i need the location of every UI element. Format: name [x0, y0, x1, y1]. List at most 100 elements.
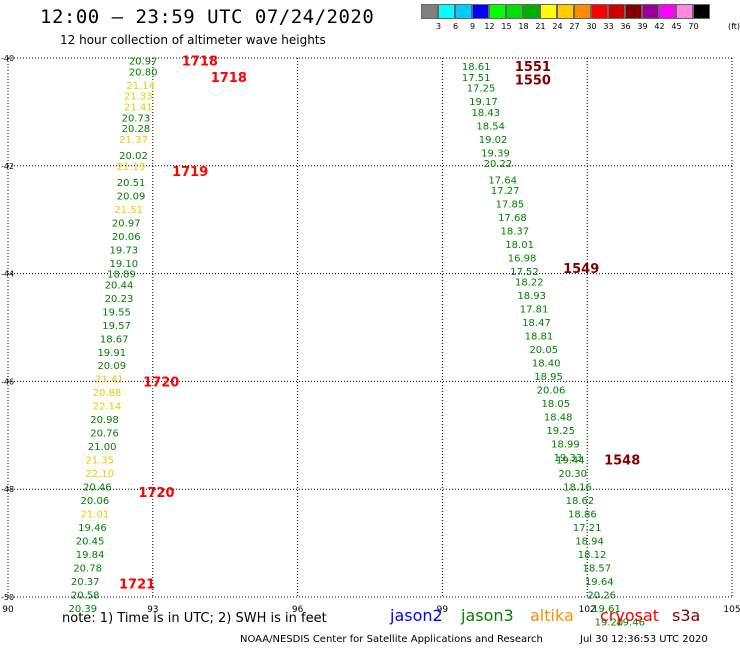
swh-label: 17.64 — [488, 175, 517, 186]
satellite-legend-jason3: jason3 — [461, 606, 514, 625]
swh-label: 18.54 — [476, 121, 505, 132]
time-label: 1721 — [119, 578, 155, 593]
colorbar-label: 18 — [518, 22, 529, 31]
swh-label: 21.00 — [88, 442, 117, 453]
colorbar-swatch — [523, 4, 540, 19]
colorbar-label: 70 — [688, 22, 699, 31]
colorbar-label: 21 — [535, 22, 546, 31]
swh-label: 21.37 — [119, 135, 148, 146]
swh-label: 18.95 — [534, 372, 563, 383]
colorbar-unit: (ft) — [728, 22, 740, 31]
time-label: 1548 — [604, 454, 640, 469]
colorbar-swatch — [557, 4, 574, 19]
time-label: 1718 — [211, 71, 247, 86]
swh-label: 19.64 — [585, 577, 614, 588]
swh-label: 20.37 — [71, 577, 100, 588]
swh-label: 21.51 — [114, 205, 143, 216]
colorbar-swatch — [472, 4, 489, 19]
swh-label: 20.97 — [129, 57, 158, 68]
swh-label: 20.09 — [97, 361, 126, 372]
swh-label: 20.98 — [90, 415, 119, 426]
satellite-legend-altika: altika — [530, 606, 574, 625]
swh-label: 20.45 — [76, 536, 105, 547]
swh-label: 17.21 — [573, 523, 602, 534]
colorbar-swatch — [506, 4, 523, 19]
swh-label: 17.85 — [496, 200, 525, 211]
chart-title: 12:00 — 23:59 UTC 07/24/2020 — [40, 6, 375, 28]
y-tick-label: -46 — [1, 377, 14, 386]
swh-label: 20.76 — [90, 429, 119, 440]
colorbar-labels: 3 6 9 12 15 18 21 24 27 30 33 36 39 42 45 70 — [430, 19, 710, 31]
data-points: 20.9720.8021.1421.3321.4120.7320.2821.37… — [68, 57, 644, 629]
swh-label: 20.58 — [71, 590, 100, 601]
colorbar-swatch — [489, 4, 506, 19]
swh-label: 19.39 — [481, 148, 510, 159]
footnote: note: 1) Time is in UTC; 2) SWH is in fe… — [62, 611, 327, 626]
swh-label: 20.02 — [119, 151, 148, 162]
swh-label: 20.51 — [117, 178, 146, 189]
colorbar-label: 39 — [637, 22, 648, 31]
time-label: 1549 — [563, 262, 599, 277]
swh-label: 19.25 — [546, 426, 575, 437]
swh-label: 19.84 — [76, 550, 105, 561]
swh-label: 20.44 — [105, 280, 134, 291]
satellite-legend-s3a: s3a — [672, 606, 701, 625]
swh-label: 18.12 — [578, 550, 607, 561]
swh-label: 19.46 — [616, 617, 645, 628]
swh-label: 18.47 — [522, 318, 551, 329]
swh-label: 18.89 — [107, 270, 136, 281]
x-tick-label: 102 — [579, 605, 596, 615]
time-label: 1550 — [515, 74, 551, 89]
swh-label: 18.57 — [583, 563, 612, 574]
swh-label: 19.02 — [479, 135, 508, 146]
swh-label: 18.01 — [505, 240, 534, 251]
swh-label: 17.51 — [462, 73, 491, 84]
y-tick-label: -48 — [1, 485, 14, 494]
swh-label: 18.81 — [525, 332, 554, 343]
swh-label: 19.44 — [556, 456, 585, 467]
swh-label: 21.01 — [81, 509, 110, 520]
swh-label: 19.10 — [110, 259, 139, 270]
swh-label: 19.20 — [595, 617, 624, 628]
swh-label: 18.62 — [566, 496, 595, 507]
swh-label: 18.61 — [462, 62, 491, 73]
swh-label: 20.97 — [112, 218, 141, 229]
swh-label: 20.06 — [537, 385, 566, 396]
swh-label: 18.86 — [568, 509, 597, 520]
colorbar-swatch — [608, 4, 625, 19]
colorbar-swatch — [676, 4, 693, 19]
swh-label: 20.23 — [105, 294, 134, 305]
swh-label: 21.35 — [85, 456, 114, 467]
swh-label: 19.57 — [102, 321, 131, 332]
swh-label: 21.14 — [126, 81, 155, 92]
x-tick-label: 90 — [2, 605, 14, 615]
swh-label: 21.41 — [124, 103, 153, 114]
colorbar-label: 3 — [435, 22, 442, 31]
y-tick-label: -42 — [1, 162, 14, 171]
swh-label: 18.16 — [563, 483, 592, 494]
swh-label: 18.48 — [544, 412, 573, 423]
satellite-legend-cryosat: cryosat — [600, 606, 660, 625]
colorbar-swatch — [642, 4, 659, 19]
swh-label: 17.27 — [491, 186, 520, 197]
swh-label: 20.06 — [112, 232, 141, 243]
swh-label: 20.05 — [529, 345, 558, 356]
satellite-legend-jason2: jason2 — [390, 606, 443, 625]
swh-label: 17.52 — [510, 267, 539, 278]
swh-label: 21.33 — [124, 92, 153, 103]
colorbar-label: 24 — [552, 22, 563, 31]
swh-label: 19.55 — [102, 307, 131, 318]
generated-time: Jul 30 12:36:53 UTC 2020 — [580, 634, 708, 645]
swh-label: 20.22 — [484, 159, 513, 170]
swh-label: 18.93 — [517, 291, 546, 302]
colorbar-label: 33 — [603, 22, 614, 31]
colorbar-label: 36 — [620, 22, 631, 31]
swh-label: 20.28 — [122, 124, 151, 135]
swh-label: 22.10 — [85, 469, 114, 480]
swh-label: 18.43 — [472, 108, 501, 119]
y-tick-label: -50 — [1, 593, 14, 602]
colorbar-swatch — [574, 4, 591, 19]
time-label: 1719 — [172, 165, 208, 180]
time-label: 1718 — [182, 55, 218, 70]
